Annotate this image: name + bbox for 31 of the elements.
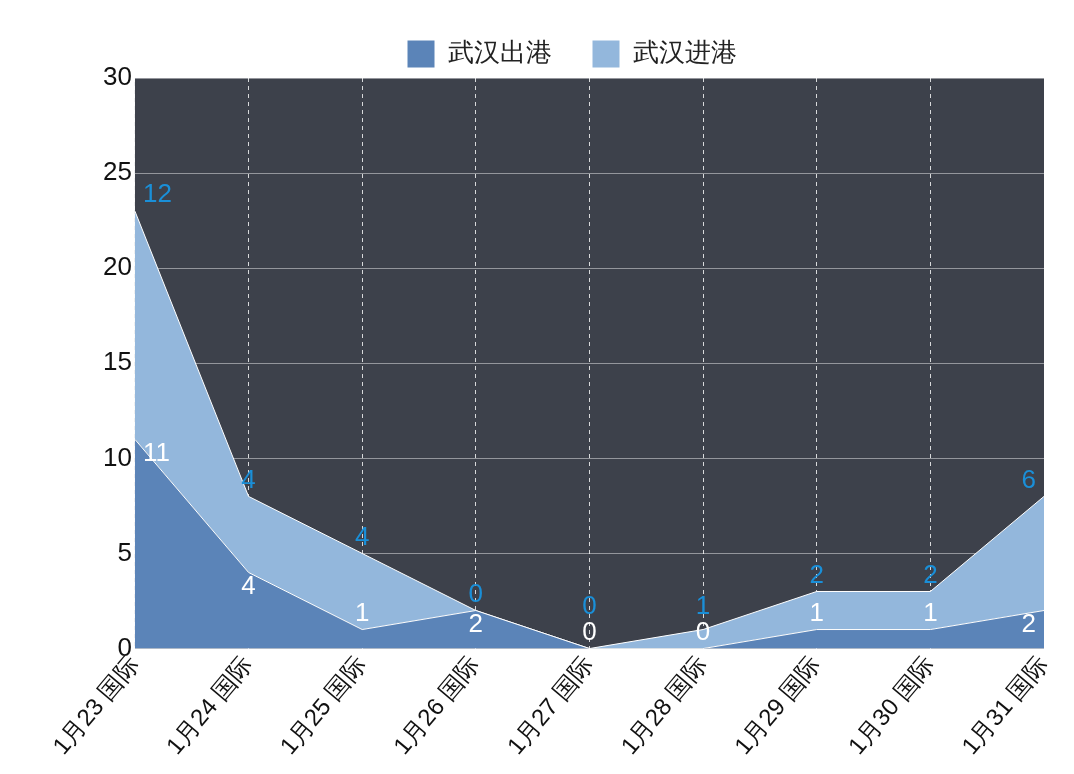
y-tick-label: 15 (103, 346, 132, 377)
x-tick-label: 1月28 国际 (615, 650, 712, 760)
x-tick-label: 1月24 国际 (160, 650, 258, 760)
data-label: 4 (241, 463, 256, 494)
y-tick-label: 25 (103, 156, 132, 187)
data-label: 12 (142, 178, 172, 209)
data-label: 1 (354, 596, 370, 627)
y-tick-label: 5 (117, 536, 132, 567)
data-label: 2 (1021, 607, 1036, 638)
x-tick-label: 1月31 国际 (955, 650, 1053, 760)
legend-label: 武汉出港 (448, 37, 552, 68)
x-tick-label: 1月26 国际 (387, 650, 485, 760)
data-label: 1 (809, 596, 824, 627)
data-label: 1 (923, 596, 938, 627)
data-label: 2 (809, 558, 824, 589)
data-label: 6 (1021, 463, 1036, 494)
data-label: 0 (468, 577, 484, 608)
data-label: 2 (468, 607, 484, 638)
y-tick-label: 30 (103, 61, 132, 92)
legend-label: 武汉进港 (633, 37, 737, 68)
y-tick-label: 10 (103, 441, 132, 472)
data-label: 4 (241, 569, 256, 600)
data-label: 1 (695, 589, 711, 620)
x-tick-label: 1月29 国际 (728, 650, 826, 760)
data-label: 11 (142, 436, 170, 467)
x-tick-label: 1月25 国际 (274, 650, 372, 760)
data-label: 2 (923, 558, 938, 589)
data-label: 4 (354, 520, 370, 551)
x-tick-label: 1月30 国际 (842, 650, 940, 760)
y-tick-label: 20 (103, 251, 132, 282)
x-tick-label: 1月27 国际 (501, 650, 599, 760)
